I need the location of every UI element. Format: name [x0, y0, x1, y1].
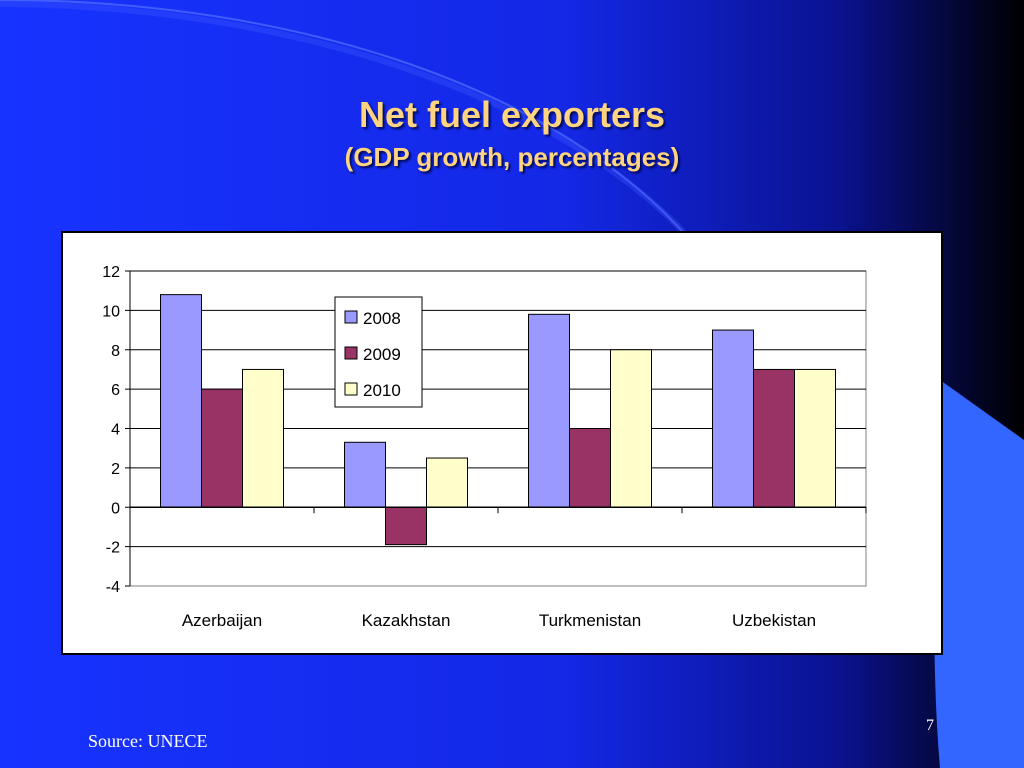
legend-label-2010: 2010 [363, 381, 401, 400]
bar-2010-turkmenistan [610, 349, 652, 508]
bar-2008-uzbekistan [712, 329, 754, 508]
bar-2008-kazakhstan [344, 441, 386, 508]
source-note: Source: UNECE [88, 731, 208, 751]
x-category-label: Uzbekistan [732, 611, 816, 630]
bar-2008-turkmenistan [528, 313, 570, 508]
bar-chart: 12 10 8 6 4 2 0 -2 -4 Azerbaijan Kazakhstan Turkmen… [102, 264, 867, 630]
chart-panel: 12 10 8 6 4 2 0 -2 -4 Azerbaijan Kazakhstan Turkmen… [61, 231, 943, 655]
y-tick-label: 0 [111, 500, 120, 517]
bar-2009-turkmenistan [569, 428, 611, 508]
bar-2010-kazakhstan [426, 457, 468, 508]
x-category-label: Azerbaijan [182, 611, 262, 630]
y-tick-label: 10 [102, 303, 120, 320]
y-tick-label: -2 [106, 540, 120, 557]
y-tick-label: 2 [111, 461, 120, 478]
bar-2010-uzbekistan [794, 368, 836, 508]
bar-2009-uzbekistan [753, 368, 795, 508]
bar-2008-azerbaijan [160, 294, 202, 508]
slide-title: Net fuel exporters [358, 94, 666, 135]
y-tick-label: 6 [111, 382, 120, 399]
bar-2009-kazakhstan [385, 506, 427, 546]
legend-swatch-2008 [344, 310, 358, 324]
y-tick-label: -4 [106, 579, 120, 596]
page-number: 7 [926, 717, 934, 734]
y-tick-label: 12 [102, 264, 120, 281]
legend-swatch-2009 [344, 346, 358, 360]
x-category-label: Kazakhstan [362, 611, 451, 630]
y-tick-label: 8 [111, 343, 120, 360]
legend-label-2009: 2009 [363, 345, 401, 364]
slide-subtitle: (GDP growth, percentages) [344, 142, 680, 172]
legend-label-2008: 2008 [363, 309, 401, 328]
legend-swatch-2010 [344, 382, 358, 396]
x-category-label: Turkmenistan [539, 611, 641, 630]
bar-2010-azerbaijan [242, 368, 284, 508]
y-tick-label: 4 [111, 422, 120, 439]
bar-2009-azerbaijan [201, 388, 243, 508]
